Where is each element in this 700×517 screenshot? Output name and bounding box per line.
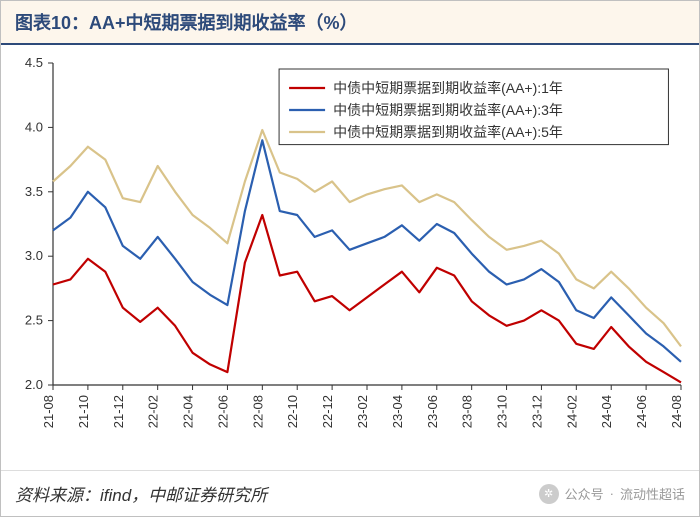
svg-text:23-06: 23-06: [425, 395, 440, 428]
svg-text:中债中短期票据到期收益率(AA+):1年: 中债中短期票据到期收益率(AA+):1年: [333, 80, 563, 96]
svg-text:24-04: 24-04: [599, 395, 614, 428]
svg-text:21-10: 21-10: [76, 395, 91, 428]
svg-text:22-10: 22-10: [285, 395, 300, 428]
svg-text:22-12: 22-12: [320, 395, 335, 428]
svg-text:23-12: 23-12: [529, 395, 544, 428]
svg-text:23-02: 23-02: [355, 395, 370, 428]
svg-text:22-08: 22-08: [250, 395, 265, 428]
svg-text:22-02: 22-02: [146, 395, 161, 428]
svg-text:3.0: 3.0: [25, 248, 43, 263]
svg-text:24-08: 24-08: [669, 395, 684, 428]
figure-container: 图表10：AA+中短期票据到期收益率（%） 2.0 2.5 3.0 3.5 4.0 4.5…: [0, 0, 700, 517]
svg-text:3.5: 3.5: [25, 184, 43, 199]
wechat-icon: ✲: [539, 484, 559, 504]
watermark: ✲ 公众号 · 流动性超话: [539, 484, 685, 504]
svg-text:2.0: 2.0: [25, 377, 43, 392]
chart-area: 2.0 2.5 3.0 3.5 4.0 4.5 21-08 21-10 21-12 22-02 22…: [1, 45, 700, 465]
svg-text:中债中短期票据到期收益率(AA+):5年: 中债中短期票据到期收益率(AA+):5年: [333, 124, 563, 140]
svg-text:4.5: 4.5: [25, 55, 43, 70]
svg-text:24-02: 24-02: [564, 395, 579, 428]
svg-text:4.0: 4.0: [25, 119, 43, 134]
source-label: 资料来源：ifind，中邮证券研究所: [15, 481, 267, 506]
line-chart: 2.0 2.5 3.0 3.5 4.0 4.5 21-08 21-10 21-12 22-02 22…: [1, 45, 700, 465]
footer: 资料来源：ifind，中邮证券研究所 ✲ 公众号 · 流动性超话: [1, 470, 699, 516]
svg-text:23-08: 23-08: [460, 395, 475, 428]
watermark-sep: ·: [610, 486, 614, 501]
watermark-platform: 公众号: [565, 484, 604, 503]
svg-text:2.5: 2.5: [25, 313, 43, 328]
svg-text:24-06: 24-06: [634, 395, 649, 428]
svg-text:22-06: 22-06: [215, 395, 230, 428]
svg-text:22-04: 22-04: [181, 395, 196, 428]
watermark-account: 流动性超话: [620, 484, 685, 503]
svg-text:21-08: 21-08: [41, 395, 56, 428]
svg-text:23-10: 23-10: [495, 395, 510, 428]
svg-text:中债中短期票据到期收益率(AA+):3年: 中债中短期票据到期收益率(AA+):3年: [333, 102, 563, 118]
chart-title: 图表10：AA+中短期票据到期收益率（%）: [1, 1, 699, 45]
svg-text:21-12: 21-12: [111, 395, 126, 428]
svg-text:23-04: 23-04: [390, 395, 405, 428]
